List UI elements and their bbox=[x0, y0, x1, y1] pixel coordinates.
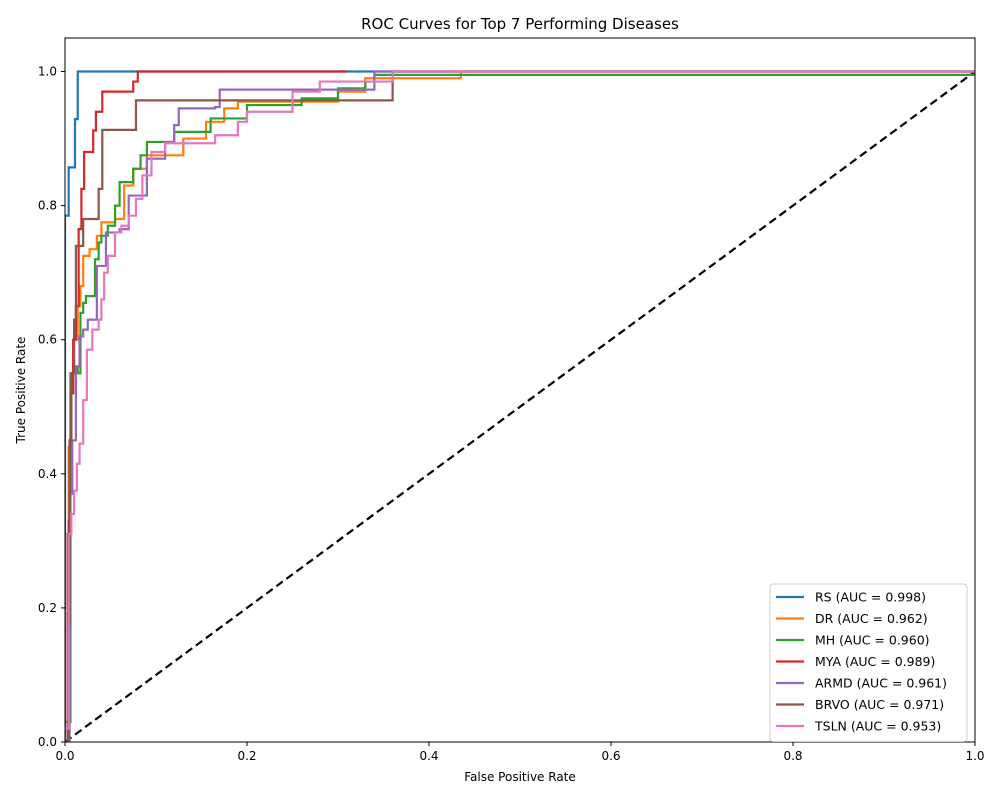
x-tick-label: 0.2 bbox=[237, 749, 256, 763]
roc-curve-brvo bbox=[65, 70, 975, 742]
y-tick-label: 1.0 bbox=[38, 65, 57, 79]
plot-frame bbox=[64, 37, 976, 743]
plot-area bbox=[64, 37, 976, 743]
legend-label: RS (AUC = 0.998) bbox=[815, 590, 926, 605]
roc-curve-mya bbox=[65, 70, 348, 742]
y-tick-label: 0.2 bbox=[38, 601, 57, 615]
legend-label: ARMD (AUC = 0.961) bbox=[815, 676, 947, 691]
legend-label: DR (AUC = 0.962) bbox=[815, 611, 928, 626]
y-tick-label: 0.6 bbox=[38, 333, 57, 347]
y-axis-label: True Positive Rate bbox=[14, 337, 28, 445]
x-tick-label: 0.8 bbox=[783, 749, 802, 763]
legend-label: BRVO (AUC = 0.971) bbox=[815, 697, 944, 712]
chart-title: ROC Curves for Top 7 Performing Diseases bbox=[361, 15, 679, 33]
legend: RS (AUC = 0.998) DR (AUC = 0.962) MH (AUC … bbox=[769, 583, 968, 742]
legend-label: MH (AUC = 0.960) bbox=[815, 633, 930, 648]
chance-diagonal-line bbox=[65, 70, 975, 742]
x-tick-label: 0.6 bbox=[601, 749, 620, 763]
legend-box bbox=[769, 583, 968, 742]
x-axis-ticks: 0.0 0.2 0.4 0.6 0.8 1.0 bbox=[55, 742, 985, 763]
curves bbox=[65, 70, 975, 742]
x-axis-label: False Positive Rate bbox=[464, 770, 576, 784]
x-tick-label: 0.0 bbox=[55, 749, 74, 763]
roc-curve-armd bbox=[65, 70, 975, 742]
roc-curve-tsln bbox=[65, 70, 975, 730]
legend-label: MYA (AUC = 0.989) bbox=[815, 654, 935, 669]
y-tick-label: 0.8 bbox=[38, 199, 57, 213]
y-axis-ticks: 0.0 0.2 0.4 0.6 0.8 1.0 bbox=[38, 65, 65, 749]
legend-label: TSLN (AUC = 0.953) bbox=[814, 719, 941, 734]
y-tick-label: 0.4 bbox=[38, 467, 57, 481]
x-tick-label: 0.4 bbox=[419, 749, 438, 763]
roc-curve-rs bbox=[65, 70, 975, 742]
roc-curve-mh bbox=[65, 71, 975, 723]
y-tick-label: 0.0 bbox=[38, 735, 57, 749]
x-tick-label: 1.0 bbox=[965, 749, 984, 763]
